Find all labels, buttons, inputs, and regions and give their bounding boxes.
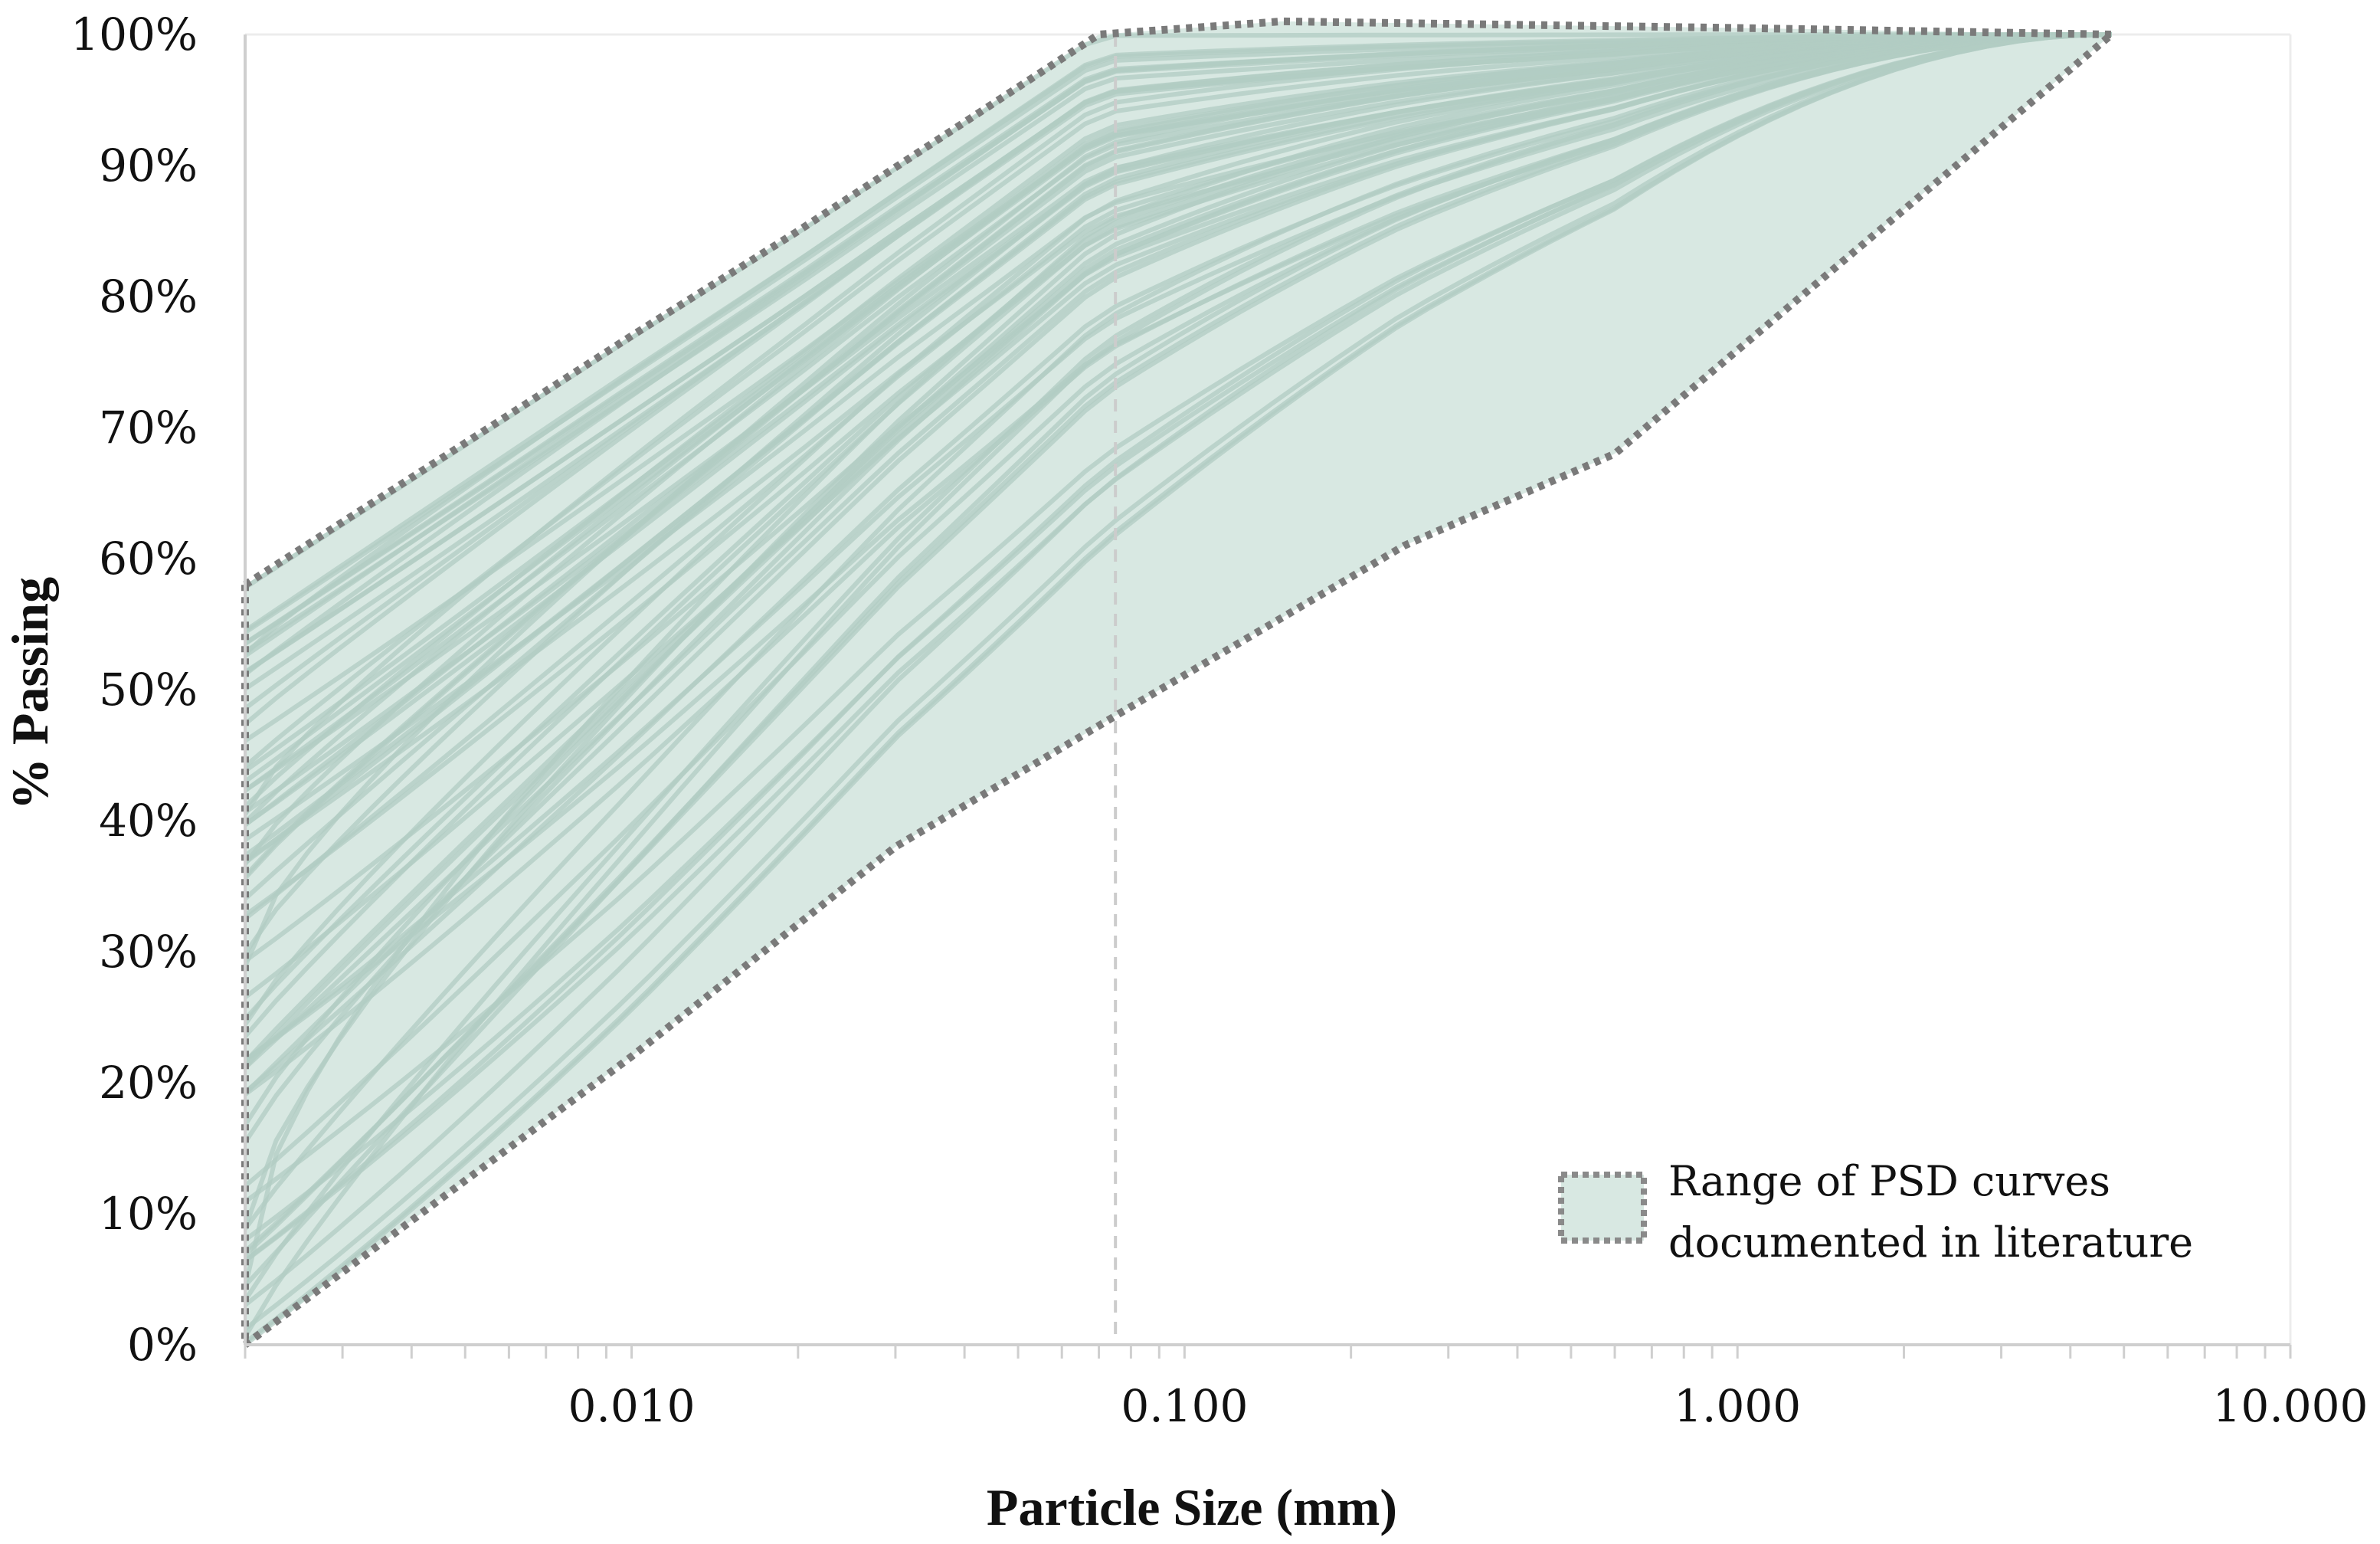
y-tick-label: 10% (99, 1188, 198, 1240)
legend-label-line1: Range of PSD curves (1668, 1157, 2110, 1205)
y-tick-label: 40% (99, 795, 198, 847)
legend-label-line2: documented in literature (1668, 1218, 2193, 1267)
x-tick-label: 0.100 (1121, 1380, 1248, 1432)
x-tick-label: 10.000 (2213, 1380, 2369, 1432)
axes-layer (244, 34, 2292, 1359)
psd-curve (244, 32, 2112, 1063)
y-tick-label: 70% (99, 402, 198, 454)
y-tick-label: 60% (99, 533, 198, 585)
psd-curve (243, 32, 2112, 1144)
psd-curves-layer (243, 32, 2112, 1347)
x-tick-label: 0.010 (568, 1380, 696, 1432)
psd-curve (244, 32, 2112, 1188)
envelope-fill-layer (245, 21, 2112, 1345)
legend-swatch (1558, 1172, 1647, 1244)
x-tick-label: 1.000 (1674, 1380, 1801, 1432)
psd-curve (244, 32, 2112, 677)
envelope-fill (245, 21, 2112, 1345)
x-tick-labels: 0.010 0.100 1.000 10.000 (568, 1380, 2369, 1432)
psd-curve (244, 32, 2112, 999)
y-tick-label: 90% (99, 139, 198, 192)
y-tick-label: 30% (99, 926, 198, 978)
upper-envelope-line (243, 17, 2112, 588)
y-tick-label: 0% (127, 1319, 198, 1371)
y-tick-label: 20% (99, 1057, 198, 1109)
y-tick-labels: 0% 10% 20% 30% 40% 50% 60% 70% 80% 90% 100% (70, 8, 198, 1371)
y-tick-label: 50% (99, 664, 198, 716)
y-axis-title: % Passing (1, 577, 59, 810)
y-tick-label: 100% (70, 8, 198, 61)
y-tick-label: 80% (99, 270, 198, 323)
psd-curve (243, 32, 2112, 1339)
psd-curve (244, 32, 2112, 1263)
x-axis-title: Particle Size (mm) (987, 1478, 1397, 1536)
psd-curve (244, 32, 2112, 815)
legend: Range of PSD curves documented in litera… (1558, 1157, 2193, 1267)
lower-envelope-line (243, 31, 2114, 1349)
psd-curve (244, 32, 2112, 1331)
psd-curve (243, 32, 2112, 968)
